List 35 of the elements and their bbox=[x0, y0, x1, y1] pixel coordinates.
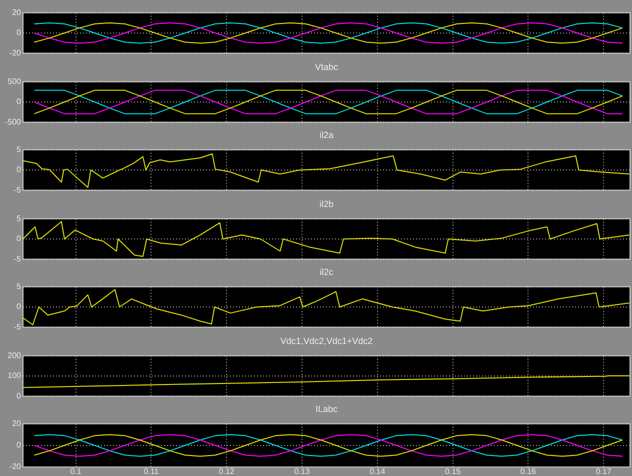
y-tick-label: 0 bbox=[16, 234, 22, 243]
y-tick-label: 0 bbox=[16, 302, 22, 312]
chart-title: Vdc1,Vdc2,Vdc1+Vdc2 bbox=[279, 334, 374, 346]
y-tick-label: 5 bbox=[16, 214, 22, 223]
chart-title: il2b bbox=[318, 198, 334, 210]
y-tick-label: -20 bbox=[9, 48, 22, 58]
chart-title: Vtabc bbox=[314, 60, 339, 72]
x-tick-label: 0.12 bbox=[218, 467, 235, 476]
chart-title: ILabc bbox=[314, 403, 339, 415]
x-tick-label: 0.14 bbox=[370, 467, 386, 476]
x-tick-label: 0.11 bbox=[144, 467, 160, 476]
y-tick-label: -20 bbox=[9, 462, 22, 472]
x-tick-label: 0.15 bbox=[445, 467, 462, 476]
y-tick-label: 0 bbox=[16, 390, 22, 400]
y-tick-label: 0 bbox=[16, 440, 22, 450]
y-tick-label: -500 bbox=[4, 116, 22, 126]
x-tick-label: 0.17 bbox=[596, 467, 612, 476]
y-tick-label: 5 bbox=[16, 282, 22, 292]
y-tick-label: 0 bbox=[16, 96, 22, 106]
chart-title: il2a bbox=[318, 129, 334, 141]
y-tick-label: 0 bbox=[16, 165, 22, 174]
x-tick-label: 0.1 bbox=[70, 467, 82, 476]
y-tick-label: -5 bbox=[14, 322, 22, 332]
x-tick-label: 0.16 bbox=[520, 467, 537, 476]
y-tick-label: 100 bbox=[8, 370, 22, 380]
chart-title: il2c bbox=[318, 266, 334, 278]
y-tick-label: -5 bbox=[14, 185, 22, 194]
y-tick-label: -5 bbox=[14, 254, 22, 263]
y-tick-label: 5 bbox=[16, 145, 22, 154]
y-tick-label: 0 bbox=[16, 28, 22, 38]
x-tick-label: 0.13 bbox=[294, 467, 310, 476]
y-tick-label: 500 bbox=[8, 76, 22, 86]
y-tick-label: 20 bbox=[12, 8, 22, 18]
y-tick-label: 20 bbox=[12, 419, 22, 428]
y-tick-label: 200 bbox=[8, 350, 22, 360]
